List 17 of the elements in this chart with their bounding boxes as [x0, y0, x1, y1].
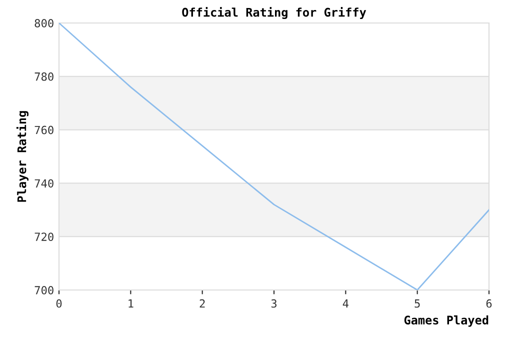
y-tick-label: 780: [34, 72, 54, 81]
x-tick-label: 4: [342, 299, 348, 308]
x-tick-label: 0: [56, 299, 62, 308]
y-tick-label: 740: [34, 179, 54, 188]
x-axis-title: Games Played: [404, 315, 488, 327]
y-tick-label: 760: [34, 126, 54, 134]
x-tick-label: 1: [128, 299, 134, 308]
x-tick-label: 5: [414, 299, 420, 308]
line-series: [59, 23, 489, 290]
chart-title: Official Rating for Griffy: [182, 6, 366, 20]
y-tick-label: 720: [34, 232, 54, 242]
y-tick-label: 800: [34, 19, 54, 28]
x-tick-label: 2: [200, 299, 205, 308]
x-tick-label: 3: [271, 299, 277, 308]
y-tick-label: 700: [34, 286, 54, 294]
y-axis-title: Player Rating: [16, 111, 29, 202]
x-tick-label: 6: [486, 299, 492, 308]
